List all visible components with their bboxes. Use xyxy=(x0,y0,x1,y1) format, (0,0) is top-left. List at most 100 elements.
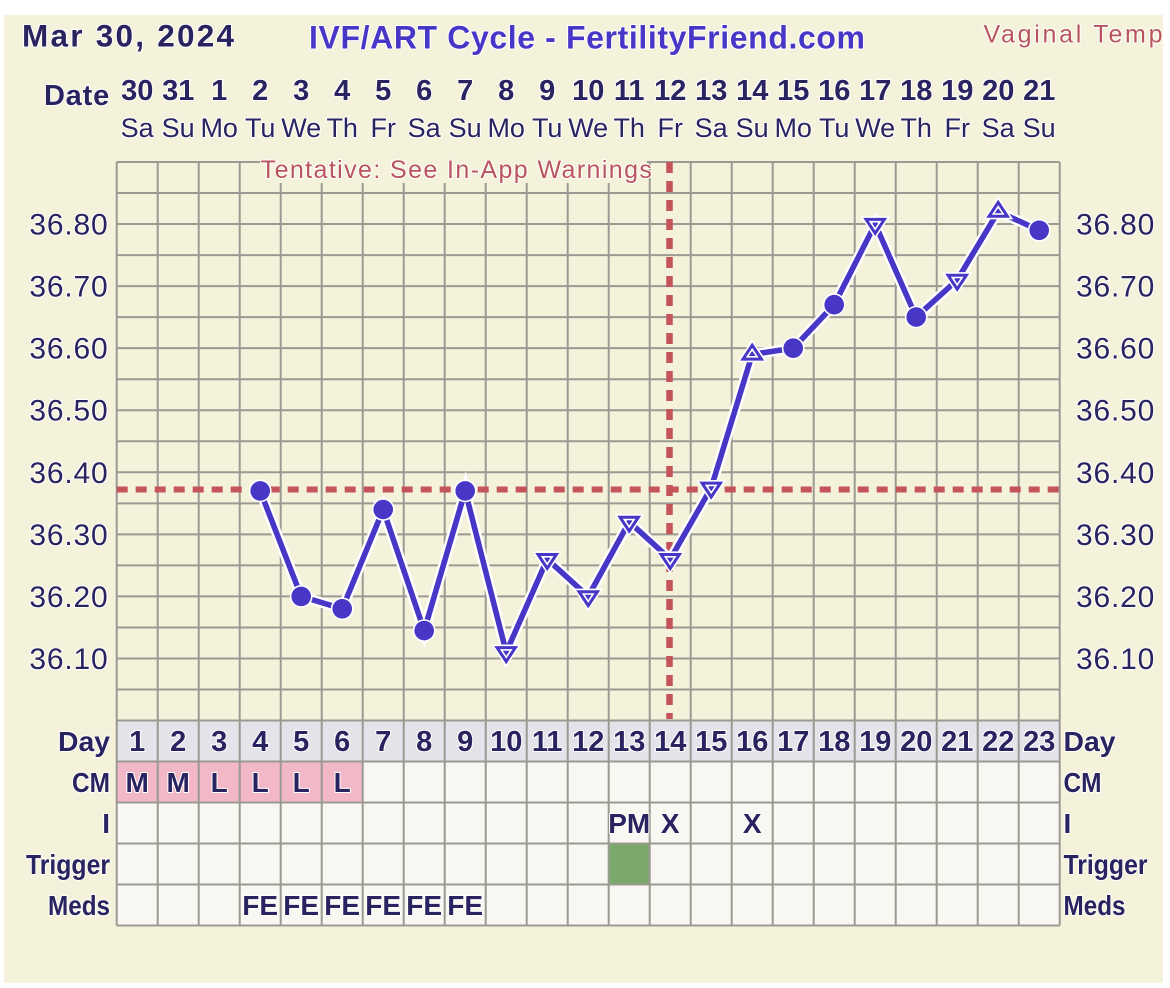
svg-text:Mo: Mo xyxy=(487,113,525,143)
svg-text:21: 21 xyxy=(1023,75,1055,107)
svg-text:Tu: Tu xyxy=(819,113,850,143)
svg-text:30: 30 xyxy=(121,75,153,107)
svg-text:L: L xyxy=(334,767,351,798)
svg-text:M: M xyxy=(167,767,190,798)
svg-text:Fr: Fr xyxy=(944,113,969,143)
svg-text:36.60: 36.60 xyxy=(1076,333,1155,366)
svg-text:Tu: Tu xyxy=(532,113,563,143)
svg-text:36.10: 36.10 xyxy=(29,643,108,676)
svg-text:10: 10 xyxy=(490,726,522,758)
svg-text:17: 17 xyxy=(777,726,809,758)
svg-text:Vaginal Temp: Vaginal Temp xyxy=(984,21,1163,49)
svg-text:L: L xyxy=(211,767,228,798)
svg-text:16: 16 xyxy=(736,726,768,758)
svg-text:3: 3 xyxy=(211,726,227,758)
svg-text:31: 31 xyxy=(162,75,194,107)
svg-text:1: 1 xyxy=(211,75,227,107)
svg-text:Day: Day xyxy=(58,726,110,757)
svg-text:14: 14 xyxy=(654,726,686,758)
svg-text:36.50: 36.50 xyxy=(29,395,108,428)
svg-text:4: 4 xyxy=(252,726,268,758)
svg-text:5: 5 xyxy=(375,75,391,107)
svg-text:36.70: 36.70 xyxy=(1076,271,1155,304)
svg-text:L: L xyxy=(252,767,269,798)
svg-text:18: 18 xyxy=(818,726,850,758)
svg-text:FE: FE xyxy=(365,890,401,921)
svg-text:FE: FE xyxy=(324,890,360,921)
svg-text:13: 13 xyxy=(695,75,727,107)
svg-text:14: 14 xyxy=(736,75,768,107)
svg-text:Meds: Meds xyxy=(48,890,110,921)
svg-text:17: 17 xyxy=(859,75,891,107)
svg-text:Su: Su xyxy=(449,113,482,143)
svg-text:Tentative: See In-App Warnings: Tentative: See In-App Warnings xyxy=(261,156,654,184)
svg-text:Su: Su xyxy=(1023,113,1056,143)
svg-text:12: 12 xyxy=(572,726,604,758)
svg-text:Mo: Mo xyxy=(200,113,238,143)
svg-text:Th: Th xyxy=(326,113,358,143)
svg-text:16: 16 xyxy=(818,75,850,107)
svg-text:15: 15 xyxy=(777,75,809,107)
svg-text:X: X xyxy=(661,808,680,839)
svg-text:M: M xyxy=(126,767,149,798)
svg-text:7: 7 xyxy=(457,75,473,107)
svg-text:Th: Th xyxy=(613,113,645,143)
svg-text:Su: Su xyxy=(736,113,769,143)
svg-text:20: 20 xyxy=(900,726,932,758)
svg-text:36.70: 36.70 xyxy=(29,271,108,304)
svg-text:15: 15 xyxy=(695,726,727,758)
svg-text:9: 9 xyxy=(539,75,555,107)
svg-text:Date: Date xyxy=(44,80,110,112)
svg-text:21: 21 xyxy=(941,726,973,758)
svg-text:22: 22 xyxy=(982,726,1014,758)
svg-text:2: 2 xyxy=(170,726,186,758)
svg-text:4: 4 xyxy=(334,75,350,107)
svg-text:We: We xyxy=(855,113,895,143)
svg-text:9: 9 xyxy=(457,726,473,758)
svg-text:18: 18 xyxy=(900,75,932,107)
svg-text:Mo: Mo xyxy=(774,113,812,143)
svg-text:PM: PM xyxy=(608,808,650,839)
svg-text:We: We xyxy=(281,113,321,143)
svg-text:11: 11 xyxy=(614,75,645,107)
svg-text:36.80: 36.80 xyxy=(1076,209,1155,242)
svg-text:Su: Su xyxy=(162,113,195,143)
svg-text:Fr: Fr xyxy=(370,113,395,143)
svg-text:36.30: 36.30 xyxy=(1076,519,1155,552)
svg-text:36.20: 36.20 xyxy=(29,581,108,614)
svg-text:FE: FE xyxy=(406,890,442,921)
svg-text:8: 8 xyxy=(416,726,432,758)
svg-text:CM: CM xyxy=(1064,767,1102,798)
svg-text:10: 10 xyxy=(572,75,604,107)
svg-text:3: 3 xyxy=(293,75,309,107)
svg-text:36.10: 36.10 xyxy=(1076,643,1155,676)
svg-text:36.40: 36.40 xyxy=(29,457,108,490)
svg-text:X: X xyxy=(743,808,762,839)
svg-text:20: 20 xyxy=(982,75,1014,107)
svg-text:8: 8 xyxy=(498,75,514,107)
svg-text:19: 19 xyxy=(859,726,891,758)
svg-text:Sa: Sa xyxy=(121,113,155,143)
svg-text:23: 23 xyxy=(1023,726,1055,758)
svg-text:We: We xyxy=(568,113,608,143)
svg-text:Sa: Sa xyxy=(695,113,729,143)
svg-text:Mar 30, 2024: Mar 30, 2024 xyxy=(22,18,234,54)
svg-text:IVF/ART Cycle - FertilityFrien: IVF/ART Cycle - FertilityFriend.com xyxy=(309,20,865,56)
svg-text:7: 7 xyxy=(375,726,391,758)
svg-text:19: 19 xyxy=(941,75,973,107)
svg-text:Sa: Sa xyxy=(408,113,442,143)
svg-text:36.80: 36.80 xyxy=(29,209,108,242)
svg-text:Trigger: Trigger xyxy=(1064,849,1148,880)
svg-text:FE: FE xyxy=(283,890,319,921)
svg-text:12: 12 xyxy=(654,75,686,107)
svg-text:FE: FE xyxy=(242,890,278,921)
svg-text:36.50: 36.50 xyxy=(1076,395,1155,428)
svg-text:Th: Th xyxy=(900,113,932,143)
svg-text:1: 1 xyxy=(129,726,145,758)
svg-text:36.20: 36.20 xyxy=(1076,581,1155,614)
svg-text:CM: CM xyxy=(72,767,110,798)
svg-text:36.60: 36.60 xyxy=(29,333,108,366)
svg-text:Day: Day xyxy=(1064,726,1116,757)
svg-text:11: 11 xyxy=(532,726,563,758)
svg-text:13: 13 xyxy=(613,726,645,758)
